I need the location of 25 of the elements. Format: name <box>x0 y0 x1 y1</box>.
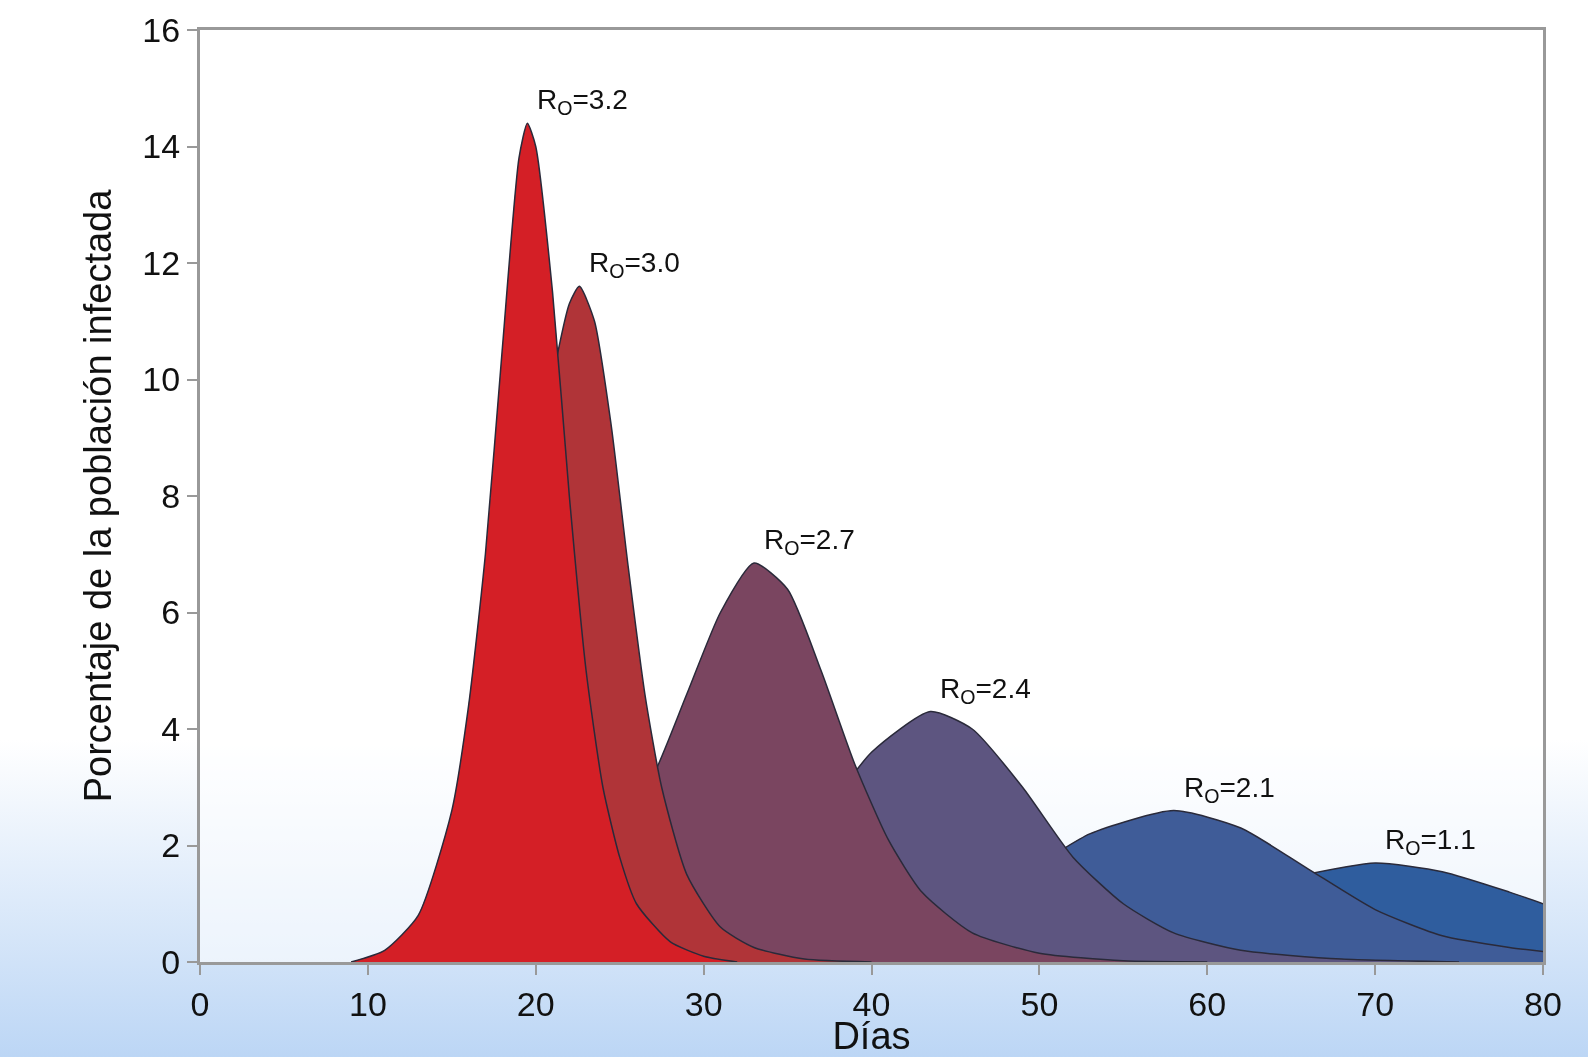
series-label: R$_{O}$=3.0 <box>589 247 680 282</box>
x-tick-label: 20 <box>516 984 555 1023</box>
x-tick-label: 70 <box>1356 984 1395 1023</box>
y-tick-label: 2 <box>161 826 181 865</box>
y-tick-label: 10 <box>142 360 181 399</box>
x-tick-label: 50 <box>1020 984 1059 1023</box>
y-tick-label: 0 <box>161 942 181 981</box>
x-tick-label: 10 <box>348 984 387 1023</box>
y-tick-label: 4 <box>161 709 181 748</box>
series-label: R$_{O}$=2.7 <box>764 524 855 559</box>
y-axis-title: Porcentaje de la población infectada <box>76 188 119 803</box>
series-label: R$_{O}$=3.2 <box>537 84 628 119</box>
y-tick-label: 16 <box>142 10 181 49</box>
series-label: R$_{O}$=2.4 <box>940 673 1031 708</box>
y-tick-label: 12 <box>142 243 181 282</box>
x-tick-label: 60 <box>1188 984 1227 1023</box>
y-tick-label: 8 <box>161 476 181 515</box>
x-tick-label: 0 <box>190 984 210 1023</box>
y-tick-label: 14 <box>142 127 181 166</box>
x-tick-label: 30 <box>684 984 723 1023</box>
series-label: R$_{O}$=2.1 <box>1184 772 1275 807</box>
series-label: R$_{O}$=1.1 <box>1385 824 1476 859</box>
y-tick-label: 6 <box>161 593 181 632</box>
x-tick-label: 80 <box>1524 984 1562 1023</box>
x-axis-title: Días <box>832 1015 911 1057</box>
